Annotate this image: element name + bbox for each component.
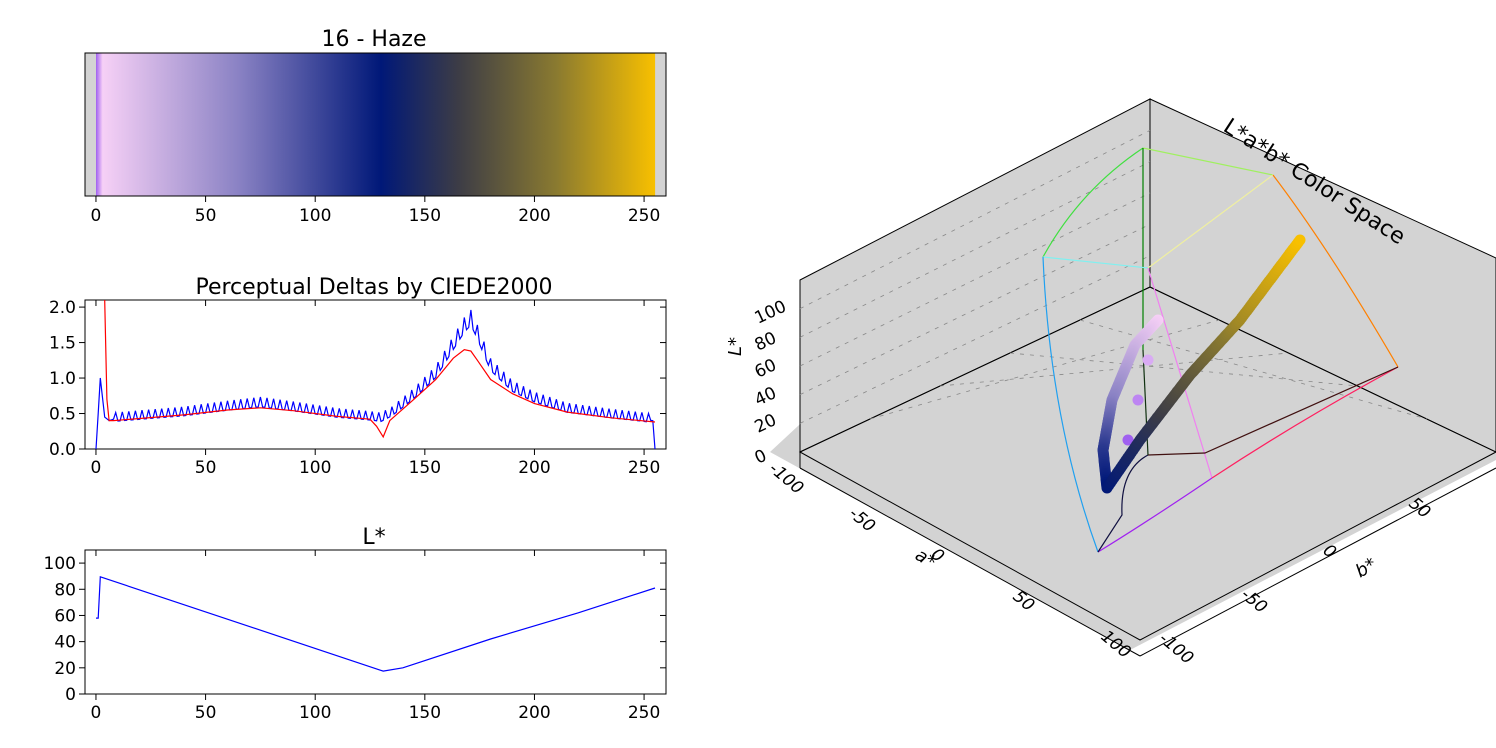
delta-series — [95, 299, 656, 450]
delta-series-line — [104, 299, 656, 439]
trajectory-point — [1122, 434, 1134, 446]
gamut-edge-black-blue — [1097, 454, 1149, 553]
lab-grid-line — [939, 352, 1289, 387]
delta-x-tick-label: 150 — [409, 458, 441, 478]
delta-x-tick-label: 100 — [299, 458, 331, 478]
delta-frame — [84, 299, 667, 450]
lab-l-tick-label: 60 — [752, 355, 780, 382]
colormap-x-tick-label: 100 — [299, 206, 331, 226]
lab-l-tick-label: 20 — [752, 410, 780, 437]
lab-zlabel: L* — [725, 337, 746, 356]
lightness-x-tick-label: 50 — [195, 703, 217, 723]
lab-floor-front-right — [1139, 467, 1496, 657]
lightness-y-tick-label: 40 — [54, 633, 76, 653]
delta-x-tick-label: 250 — [628, 458, 660, 478]
lightness-x-tick-label: 200 — [518, 703, 550, 723]
lab-l-tick-label: 80 — [752, 328, 780, 355]
delta-y-tick-label: 1.0 — [49, 369, 76, 389]
colormap-title: 16 - Haze — [321, 27, 426, 52]
colormap-panel: 16 - Haze 0 50 100 150 200 250 — [84, 27, 667, 226]
colormap-x-ticks: 0 50 100 150 200 250 — [91, 196, 660, 226]
lightness-frame — [84, 549, 667, 695]
colormap-x-tick-label: 50 — [195, 206, 217, 226]
delta-y-tick-label: 0.5 — [49, 405, 76, 425]
trajectory-point — [1294, 234, 1306, 246]
delta-x-tick-label: 200 — [518, 458, 550, 478]
colormap-x-tick-label: 250 — [628, 206, 660, 226]
gamut-edge-cyan-white — [1042, 256, 1149, 269]
lab-ylabel: b* — [1352, 554, 1380, 582]
lightness-panel: L* 0 50 100 150 200 250 0 20 40 60 80 100 — [44, 525, 667, 723]
delta-axis-ticks: 0 50 100 150 200 250 0.0 0.5 1.0 1.5 2.0 — [49, 298, 666, 478]
lab-b-tick-label: -100 — [1155, 629, 1197, 669]
delta-series-line — [95, 309, 656, 450]
lightness-x-tick-label: 150 — [409, 703, 441, 723]
delta-title: Perceptual Deltas by CIEDE2000 — [195, 275, 552, 300]
lightness-y-tick-label: 60 — [54, 606, 76, 626]
gamut-edge-yellow-red — [1272, 174, 1399, 368]
lab-grid-line — [799, 255, 1151, 424]
lab-floor-outline — [798, 286, 1496, 641]
lab-floor-front-left — [799, 467, 1141, 657]
delta-y-tick-label: 2.0 — [49, 298, 76, 318]
lightness-series-line — [96, 575, 656, 672]
trajectory-point — [1132, 394, 1144, 406]
lightness-y-tick-label: 0 — [65, 685, 76, 705]
lightness-x-tick-label: 100 — [299, 703, 331, 723]
colormap-x-tick-label: 200 — [518, 206, 550, 226]
srgb-gamut-outline — [1042, 147, 1399, 553]
colormap-x-tick-label: 150 — [409, 206, 441, 226]
delta-x-tick-label: 0 — [91, 458, 102, 478]
trajectory-point — [1142, 354, 1154, 366]
gamut-edge-red-magenta — [1211, 366, 1399, 479]
lab-grid-line — [1009, 352, 1358, 387]
gamut-edge-cyan-blue — [1042, 256, 1099, 553]
gamut-edge-yellow-white — [1147, 174, 1274, 269]
gamut-edge-blue-magenta — [1097, 477, 1213, 553]
gamut-edge-black-red — [1147, 366, 1399, 456]
lab-grid-line — [869, 319, 1220, 420]
colormap-trajectory — [1097, 234, 1306, 494]
lightness-axis-ticks: 0 50 100 150 200 250 0 20 40 60 80 100 — [44, 550, 666, 723]
delta-panel: Perceptual Deltas by CIEDE2000 0 50 100 150… — [49, 275, 667, 478]
gamut-edge-green-yellow — [1142, 147, 1274, 176]
lab-l-tick-label: 0 — [752, 446, 770, 469]
lab-l-tick-label: 100 — [752, 297, 790, 329]
delta-y-tick-label: 0.0 — [49, 440, 76, 460]
lightness-title: L* — [362, 525, 385, 550]
gamut-edge-white-magenta — [1147, 267, 1213, 479]
lightness-y-tick-label: 20 — [54, 659, 76, 679]
lightness-x-tick-label: 0 — [91, 703, 102, 723]
delta-x-tick-label: 50 — [195, 458, 217, 478]
lab-l-tick-label: 40 — [752, 383, 780, 410]
colormap-frame — [84, 52, 667, 197]
delta-y-tick-label: 1.5 — [49, 334, 76, 354]
colormap-x-tick-label: 0 — [91, 206, 102, 226]
lightness-series — [96, 575, 656, 672]
lab-back-right-pane — [1149, 98, 1496, 453]
lightness-y-tick-label: 100 — [44, 554, 76, 574]
colormap-gradient — [96, 53, 656, 196]
lightness-y-tick-label: 80 — [54, 580, 76, 600]
gamut-edge-green-cyan — [1042, 147, 1144, 258]
lightness-x-tick-label: 250 — [628, 703, 660, 723]
